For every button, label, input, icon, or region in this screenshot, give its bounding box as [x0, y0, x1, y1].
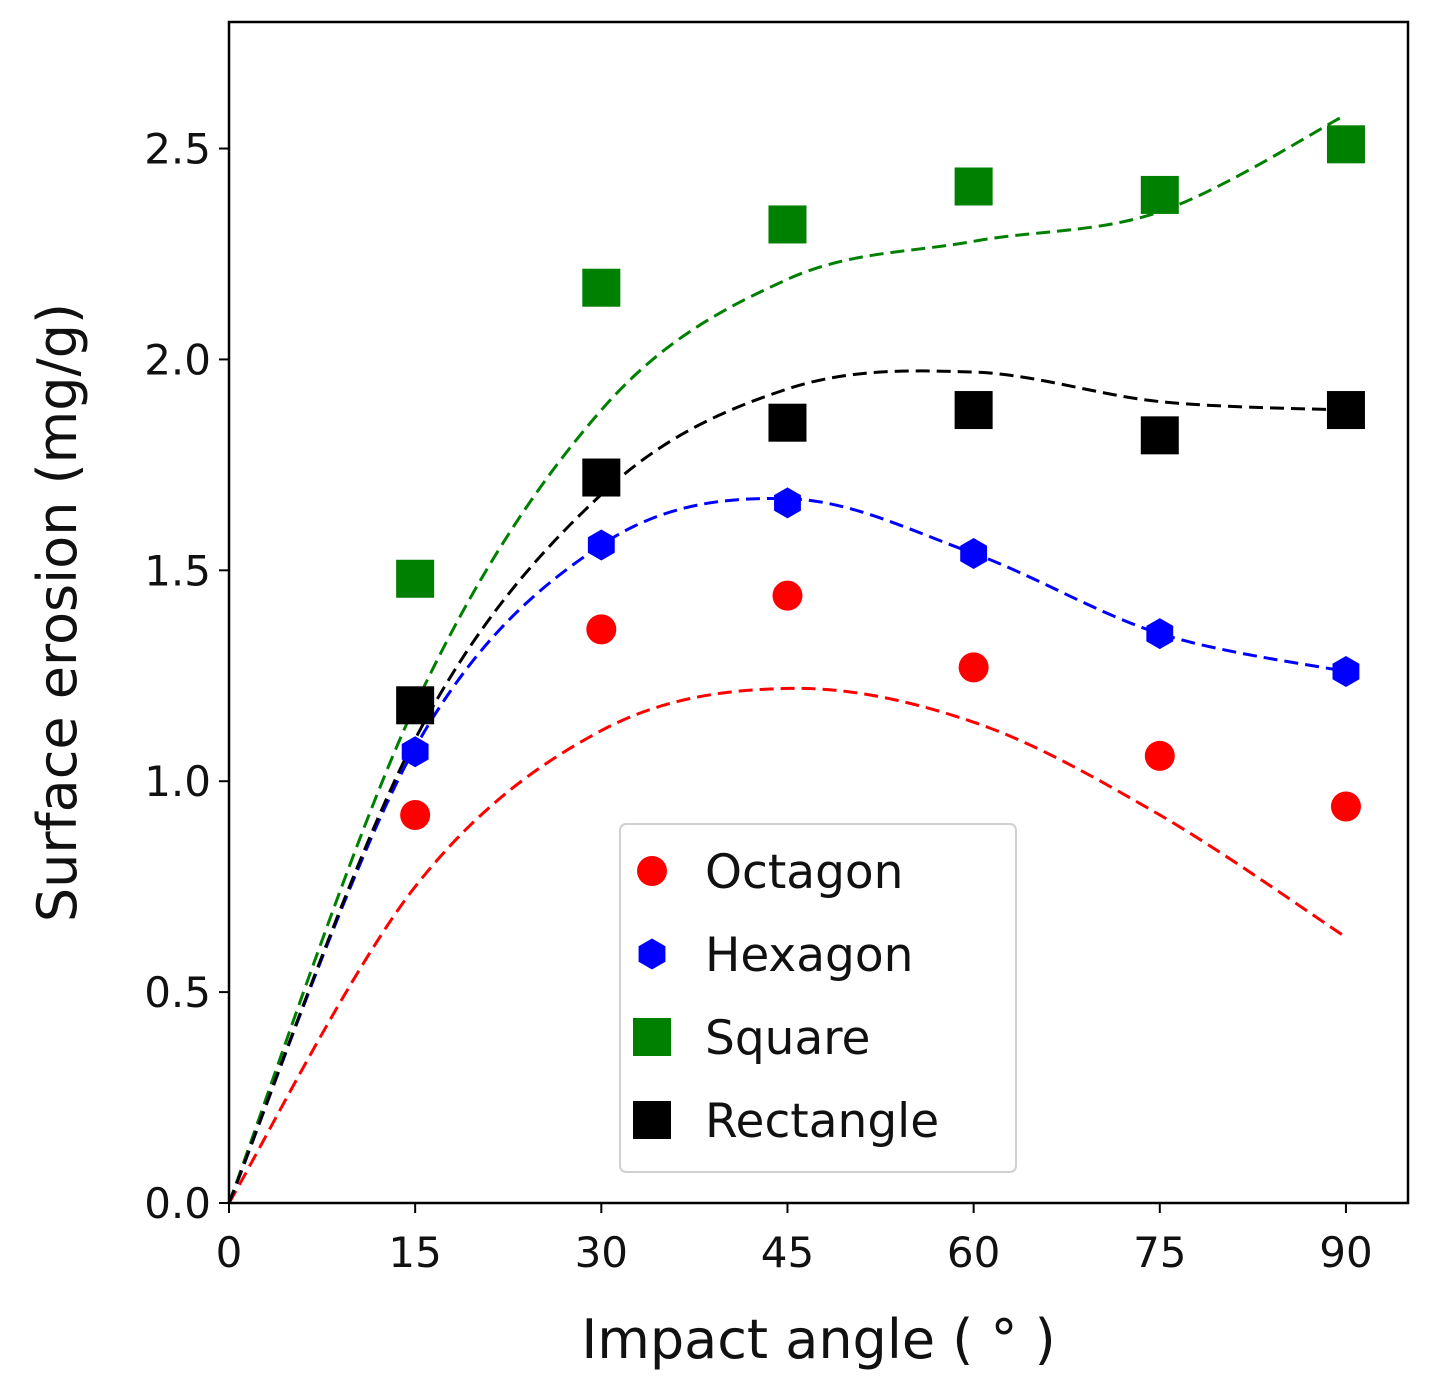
hexagon-point — [774, 487, 801, 519]
octagon-point — [958, 652, 989, 683]
legend-box — [619, 823, 1017, 1173]
hexagon-point — [401, 736, 429, 768]
hexagon-point — [960, 537, 988, 569]
y-tick-label: 1.0 — [144, 757, 211, 806]
hexagon-point — [1146, 618, 1174, 650]
plot-frame — [227, 20, 1410, 1205]
square-fit-line — [227, 113, 1347, 1204]
rectangle-fit-line — [227, 369, 1347, 1204]
square-point — [954, 167, 993, 206]
legend-label-rectangle: Rectangle — [705, 1094, 939, 1149]
x-tick-label: 90 — [1319, 1228, 1372, 1277]
hexagon-point — [587, 529, 615, 561]
square-point — [582, 268, 621, 307]
octagon-point — [400, 799, 431, 830]
octagon-point — [772, 580, 803, 611]
legend-marker-rectangle — [633, 1101, 671, 1139]
rectangle-point — [582, 458, 621, 497]
hexagon-point — [1332, 656, 1360, 688]
legend: Octagon Hexagon Square Rectangle — [619, 823, 1017, 1173]
x-tick-label: 75 — [1133, 1228, 1186, 1277]
x-tick-label: 45 — [761, 1228, 814, 1277]
x-axis-title: Impact angle ( ° ) — [581, 1308, 1055, 1371]
y-tick-label: 0.5 — [144, 968, 211, 1017]
rectangle-point — [1140, 416, 1179, 455]
y-tick-label: 0.0 — [144, 1179, 211, 1228]
rectangle-point — [396, 686, 435, 725]
data-points — [396, 125, 1365, 830]
x-ticks: 0 15 30 45 60 75 90 — [216, 1203, 1373, 1277]
octagon-point — [1144, 740, 1175, 771]
x-tick-label: 0 — [216, 1228, 243, 1277]
y-tick-label: 2.0 — [144, 335, 211, 384]
square-point — [768, 205, 807, 244]
legend-marker-hexagon — [638, 938, 666, 970]
legend-label-octagon: Octagon — [705, 845, 903, 900]
y-axis-title: Surface erosion (mg/g) — [26, 303, 89, 922]
y-tick-label: 2.5 — [144, 125, 211, 174]
legend-marker-square — [633, 1018, 671, 1056]
legend-label-square: Square — [705, 1011, 870, 1066]
octagon-point — [586, 614, 617, 645]
axes — [227, 20, 1410, 1205]
y-tick-label: 1.5 — [144, 546, 211, 595]
rectangle-point — [1326, 391, 1365, 430]
square-point — [396, 559, 435, 598]
rectangle-point — [768, 403, 807, 442]
y-ticks: 0.0 0.5 1.0 1.5 2.0 2.5 — [144, 125, 229, 1228]
fit-lines — [227, 113, 1347, 1204]
square-point — [1326, 125, 1365, 164]
hexagon-fit-line — [227, 496, 1347, 1204]
octagon-fit-line — [227, 686, 1347, 1204]
rectangle-point — [954, 391, 993, 430]
octagon-point — [1330, 791, 1361, 822]
square-point — [1140, 175, 1179, 214]
legend-label-hexagon: Hexagon — [705, 928, 913, 983]
x-tick-label: 60 — [947, 1228, 1000, 1277]
x-tick-label: 15 — [388, 1228, 441, 1277]
legend-marker-octagon — [637, 856, 667, 886]
x-tick-label: 30 — [575, 1228, 628, 1277]
